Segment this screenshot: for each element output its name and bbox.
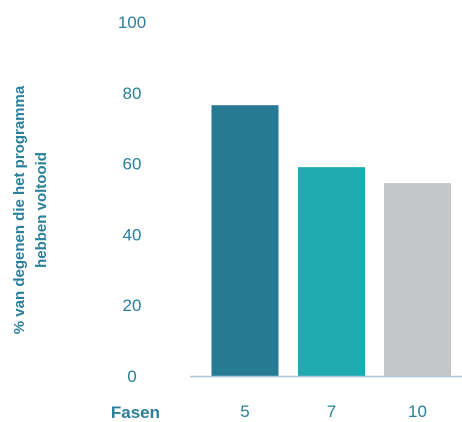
x-tick-label: 10: [408, 402, 427, 421]
bars: [211, 105, 451, 376]
x-axis-title: Fasen: [111, 403, 160, 422]
bar: [298, 167, 365, 376]
x-axis-ticks: 5 7 10: [240, 402, 427, 421]
y-tick-label: 0: [127, 367, 136, 386]
x-tick-label: 5: [240, 402, 249, 421]
y-axis-ticks: 0 20 40 60 80 100: [118, 13, 146, 386]
y-tick-label: 20: [123, 296, 142, 315]
y-tick-label: 60: [123, 155, 142, 174]
y-tick-label: 40: [123, 225, 142, 244]
x-tick-label: 7: [327, 402, 336, 421]
y-axis-title: % van degenen die het programma hebben v…: [11, 85, 50, 334]
y-tick-label: 100: [118, 13, 146, 32]
bar: [211, 105, 279, 376]
y-axis-title-line-1: % van degenen die het programma: [11, 85, 28, 334]
y-axis-title-line-2: hebben voltooid: [33, 152, 50, 268]
bar: [384, 183, 451, 376]
y-tick-label: 80: [123, 84, 142, 103]
